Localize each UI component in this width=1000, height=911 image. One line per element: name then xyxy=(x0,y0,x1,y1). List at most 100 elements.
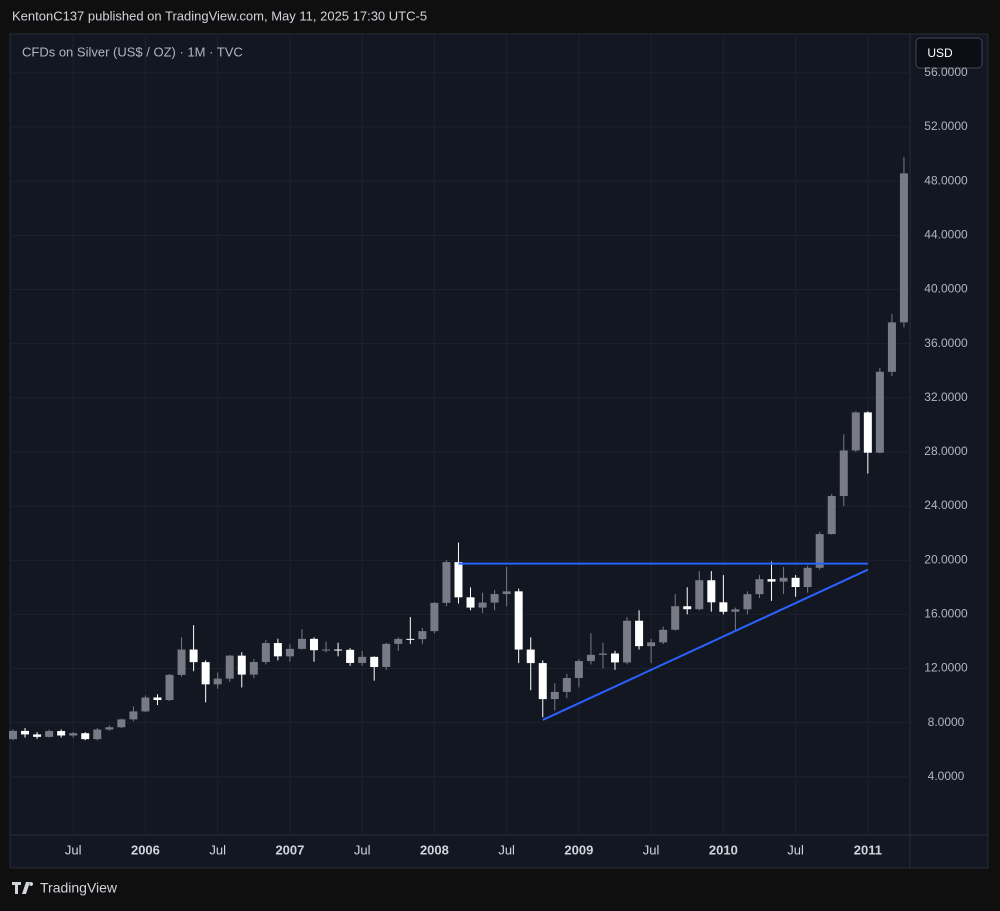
candle-body xyxy=(105,727,114,730)
marks xyxy=(9,156,908,741)
x-tick-label: Jul xyxy=(354,842,371,857)
candle-body xyxy=(310,638,318,651)
candle-body xyxy=(562,677,571,692)
y-tick-label: 44.0000 xyxy=(924,228,968,242)
candle-body xyxy=(623,620,632,663)
candle-body xyxy=(635,620,644,647)
footer: TradingView xyxy=(40,880,118,896)
logo-icon xyxy=(12,882,34,894)
x-tick-label: 2009 xyxy=(564,842,593,857)
candle-body xyxy=(791,577,800,588)
candle-body xyxy=(695,580,704,610)
candle-body xyxy=(899,173,908,323)
candle-body xyxy=(418,631,427,640)
y-tick-label: 40.0000 xyxy=(924,282,968,296)
y-tick-label: 52.0000 xyxy=(924,119,968,133)
candle-body xyxy=(466,597,475,608)
candle-body xyxy=(394,638,403,644)
candle-body xyxy=(81,733,90,740)
candle-body xyxy=(767,579,776,582)
candle-body xyxy=(322,649,331,651)
y-tick-label: 32.0000 xyxy=(924,390,968,404)
currency-label[interactable]: USD xyxy=(927,46,953,60)
candle-body xyxy=(69,733,78,736)
candle-body xyxy=(851,412,860,451)
candle-body xyxy=(526,649,535,664)
y-tick-label: 16.0000 xyxy=(924,607,968,621)
candle-body xyxy=(261,643,270,663)
candle-body xyxy=(9,730,17,740)
candle-body xyxy=(683,606,692,610)
y-tick-label: 12.0000 xyxy=(924,661,968,675)
x-tick-label: Jul xyxy=(787,842,804,857)
x-tick-label: 2008 xyxy=(420,842,449,857)
candle-body xyxy=(586,654,595,662)
candle-body xyxy=(671,606,680,630)
candle-body xyxy=(189,649,198,663)
candle-body xyxy=(406,638,415,640)
candle-body xyxy=(875,371,884,453)
candle-body xyxy=(225,655,234,679)
candle-body xyxy=(755,579,764,595)
candle-body xyxy=(707,580,716,603)
y-tick-label: 4.0000 xyxy=(928,769,965,783)
candle-body xyxy=(237,655,246,675)
candle-body xyxy=(334,649,343,651)
candle-body xyxy=(647,642,656,647)
candle-body xyxy=(887,322,896,372)
y-tick-label: 28.0000 xyxy=(924,444,968,458)
candle-body xyxy=(611,653,619,663)
candle-body xyxy=(863,412,872,453)
candle-body xyxy=(454,562,463,598)
candle-body xyxy=(442,562,451,603)
y-tick-label: 24.0000 xyxy=(924,498,968,512)
candle-body xyxy=(21,730,30,735)
candle-body xyxy=(478,602,487,608)
candle-body xyxy=(815,534,824,568)
x-tick-label: Jul xyxy=(643,842,660,857)
x-tick-label: Jul xyxy=(498,842,515,857)
x-tick-label: 2011 xyxy=(854,842,882,857)
grid xyxy=(10,34,910,835)
chart-panel xyxy=(9,33,989,869)
candle-body xyxy=(177,649,186,675)
candle-body xyxy=(659,629,668,643)
candle-body xyxy=(502,591,511,595)
candle-body xyxy=(33,734,42,737)
header: KentonC137 published on TradingView.com,… xyxy=(12,8,427,23)
candle-body xyxy=(514,591,523,650)
candle-body xyxy=(201,662,210,685)
candle-body xyxy=(93,729,102,740)
candle-body xyxy=(598,653,607,655)
x-tick-label: 2007 xyxy=(275,842,304,857)
candle-body xyxy=(827,496,836,535)
candle-body xyxy=(550,691,559,700)
y-tick-label: 36.0000 xyxy=(924,336,968,350)
candle-body xyxy=(430,602,439,632)
candle-body xyxy=(382,643,391,668)
candle-body xyxy=(743,594,752,610)
candle-body xyxy=(45,731,54,737)
candle-body xyxy=(346,649,355,663)
candle-body xyxy=(117,719,126,728)
y-tick-label: 8.0000 xyxy=(928,715,965,729)
chart-title: CFDs on Silver (US$ / OZ) · 1M · TVC xyxy=(22,44,243,59)
candle-body xyxy=(249,662,258,675)
currency-button[interactable] xyxy=(915,37,983,69)
x-tick-label: Jul xyxy=(209,842,226,857)
candle-body xyxy=(839,450,848,497)
candle-body xyxy=(285,648,294,657)
candle-body xyxy=(153,697,162,701)
x-tick-label: Jul xyxy=(65,842,82,857)
candle-body xyxy=(719,602,728,612)
candle-body xyxy=(297,638,306,649)
candle-body xyxy=(731,609,740,612)
y-tick-label: 20.0000 xyxy=(924,552,968,566)
candle-body xyxy=(358,656,367,663)
candle-body xyxy=(803,567,812,588)
candle-body xyxy=(273,643,282,657)
x-tick-label: 2006 xyxy=(131,842,160,857)
candle-body xyxy=(538,663,547,700)
